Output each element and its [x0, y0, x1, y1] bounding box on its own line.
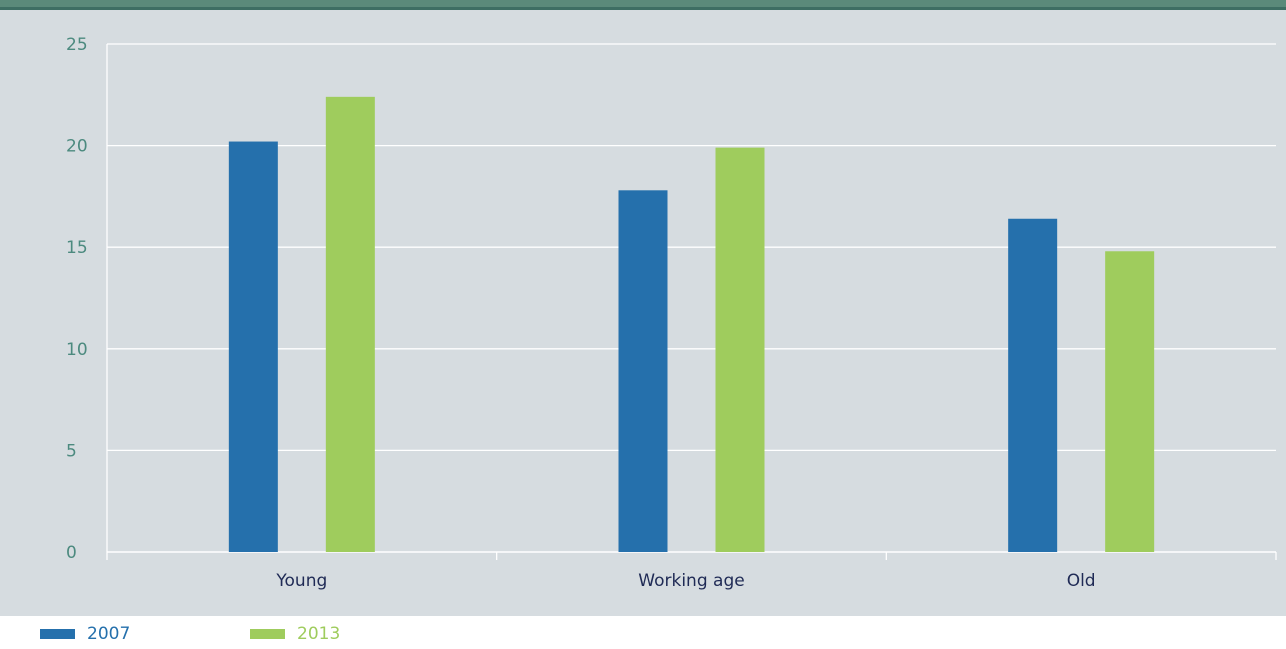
- y-tick-label: 20: [66, 137, 88, 157]
- chart-legend: 2007 2013: [0, 624, 1286, 649]
- bar-2007-old: [1008, 218, 1058, 552]
- bar-2007-working-age: [618, 190, 668, 552]
- y-tick-label: 15: [66, 238, 88, 258]
- bar-2013-young: [325, 96, 375, 552]
- legend-label-2007: 2007: [87, 624, 131, 644]
- legend-item-2013: 2013: [250, 624, 340, 644]
- legend-label-2013: 2013: [297, 624, 341, 644]
- y-tick-label: 10: [66, 340, 88, 360]
- bar-chart: 0 5 10 15 20 25 Young Working age Old: [66, 35, 1277, 591]
- bar-2007-young: [228, 141, 278, 552]
- bar-2013-old: [1105, 251, 1155, 553]
- chart-panel: 0 5 10 15 20 25 Young Working age Old: [0, 10, 1286, 616]
- bar-2013-working-age: [715, 147, 765, 552]
- legend-swatch-2007: [40, 629, 75, 639]
- y-tick-label: 0: [66, 543, 77, 563]
- x-tick-label: Old: [1067, 571, 1096, 591]
- x-tick-label: Young: [275, 571, 327, 591]
- header-strip: [0, 0, 1286, 10]
- legend-item-2007: 2007: [40, 624, 130, 644]
- x-tick-label: Working age: [638, 571, 744, 591]
- y-tick-label: 25: [66, 35, 88, 55]
- y-tick-label: 5: [66, 441, 77, 461]
- legend-swatch-2013: [250, 629, 285, 639]
